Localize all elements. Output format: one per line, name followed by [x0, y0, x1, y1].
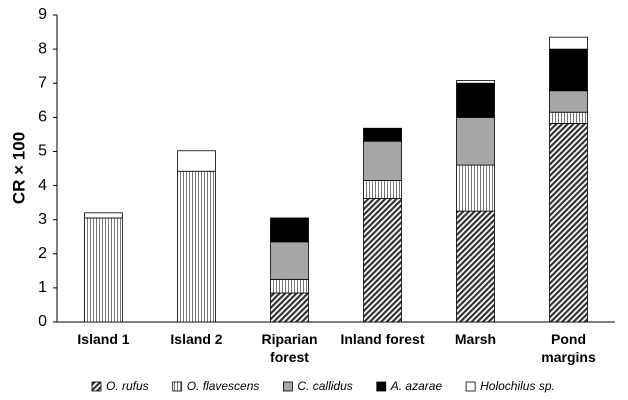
bar-segment: [363, 127, 402, 142]
x-tick-label: Riparian forest: [261, 331, 318, 365]
x-tick-label: Marsh: [454, 331, 497, 347]
legend-label: A. azarae: [390, 379, 443, 393]
legend-label: O. flavescens: [187, 379, 260, 393]
bar-segment: [456, 82, 495, 118]
bar-segment: [456, 116, 495, 166]
bar-segment: [270, 217, 309, 243]
legend-swatch: [91, 381, 102, 392]
bar-segment: [549, 123, 588, 323]
legend-label: Holochilus sp.: [480, 379, 555, 393]
bar-segment: [456, 80, 495, 84]
legend-swatch: [282, 381, 293, 392]
y-tick-label: 9: [38, 6, 47, 23]
y-tick-label: 7: [38, 74, 47, 91]
x-tick-label: Inland forest: [340, 331, 425, 347]
y-tick-label: 2: [38, 245, 47, 262]
bar-segment: [270, 278, 309, 294]
x-tick-label: Island 2: [170, 331, 223, 347]
y-tick-label: 4: [38, 177, 47, 194]
legend-swatch: [465, 381, 476, 392]
y-axis-label: CR × 100: [9, 132, 28, 204]
bar-segment: [177, 170, 216, 323]
bar-segment: [456, 164, 495, 212]
y-tick-label: 0: [38, 313, 47, 330]
x-tick-label: Island 1: [77, 331, 130, 347]
bar-segment: [270, 241, 309, 280]
y-tick-label: 3: [38, 211, 47, 228]
legend-swatch: [172, 381, 183, 392]
bar-segment: [363, 180, 402, 199]
bar-segment: [549, 48, 588, 92]
y-tick-label: 8: [38, 40, 47, 57]
bar-segment: [549, 90, 588, 113]
legend-swatch: [376, 381, 387, 392]
bar-segment: [363, 140, 402, 181]
bar-segment: [84, 212, 123, 219]
bar-segment: [549, 111, 588, 124]
bar-segment: [270, 292, 309, 323]
bar-segment: [456, 210, 495, 323]
x-tick-label: Pond margins: [541, 331, 596, 365]
bar-segment: [84, 217, 123, 323]
y-tick-label: 5: [38, 143, 47, 160]
bar-segment: [177, 150, 216, 172]
legend-label: O. rufus: [106, 379, 149, 393]
y-tick-label: 1: [38, 279, 47, 296]
bar-segment: [549, 36, 588, 50]
legend-label: C. callidus: [297, 379, 352, 393]
y-tick-label: 6: [38, 109, 47, 126]
bar-segment: [363, 198, 402, 323]
